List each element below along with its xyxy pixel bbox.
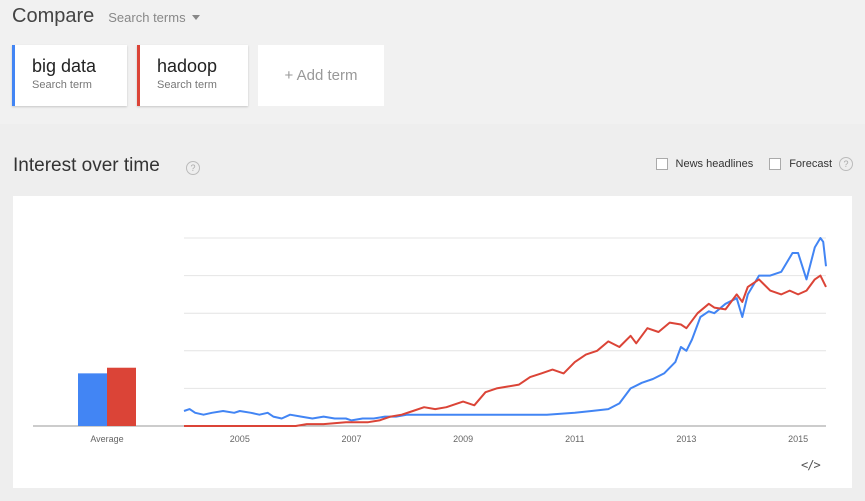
term-name: big data <box>32 56 97 76</box>
news-headlines-option[interactable]: News headlines <box>655 158 754 170</box>
forecast-option[interactable]: Forecast ? <box>769 157 853 171</box>
news-headlines-checkbox[interactable] <box>655 158 668 170</box>
term-card-hadoop[interactable]: hadoop Search term <box>137 45 248 106</box>
term-card-big-data[interactable]: big data Search term <box>12 45 127 106</box>
news-headlines-label: News headlines <box>675 158 754 170</box>
x-tick-label: 2011 <box>565 434 584 444</box>
term-name: hadoop <box>157 56 218 76</box>
term-color-bar <box>12 45 15 106</box>
average-bar <box>107 367 136 426</box>
forecast-checkbox[interactable] <box>769 158 782 170</box>
term-subtitle: Search term <box>157 79 217 91</box>
series-line <box>184 274 827 427</box>
panel-title: Interest over time <box>13 155 160 176</box>
x-tick-label: 2005 <box>230 434 250 444</box>
x-tick-label: 2009 <box>453 434 473 444</box>
chart-container: Average 2005 2007 2009 2011 2013 2015 </> <box>13 196 852 488</box>
forecast-help-icon[interactable]: ? <box>839 157 853 171</box>
chart-options: News headlines Forecast ? <box>640 157 853 171</box>
embed-code-icon[interactable]: </> <box>801 458 821 472</box>
chevron-down-icon <box>191 15 200 20</box>
interest-over-time-panel: Interest over time ? News headlines Fore… <box>0 124 865 501</box>
compare-header: Compare Search terms <box>12 5 200 28</box>
search-terms-dropdown[interactable]: Search terms <box>108 10 200 25</box>
x-tick-label: 2015 <box>788 434 808 444</box>
help-icon[interactable]: ? <box>186 161 200 175</box>
term-color-bar <box>137 45 140 106</box>
page-title: Compare <box>12 5 95 27</box>
search-terms-label: Search terms <box>108 10 186 25</box>
forecast-label: Forecast <box>789 158 832 170</box>
add-term-button[interactable]: + Add term <box>258 45 384 106</box>
average-bar <box>78 373 107 426</box>
interest-chart[interactable]: Average 2005 2007 2009 2011 2013 2015 <box>13 196 852 488</box>
x-tick-label: 2013 <box>676 434 696 444</box>
x-tick-label: 2007 <box>341 434 361 444</box>
term-subtitle: Search term <box>32 79 92 91</box>
average-label: Average <box>90 434 123 444</box>
series-line <box>183 237 827 422</box>
